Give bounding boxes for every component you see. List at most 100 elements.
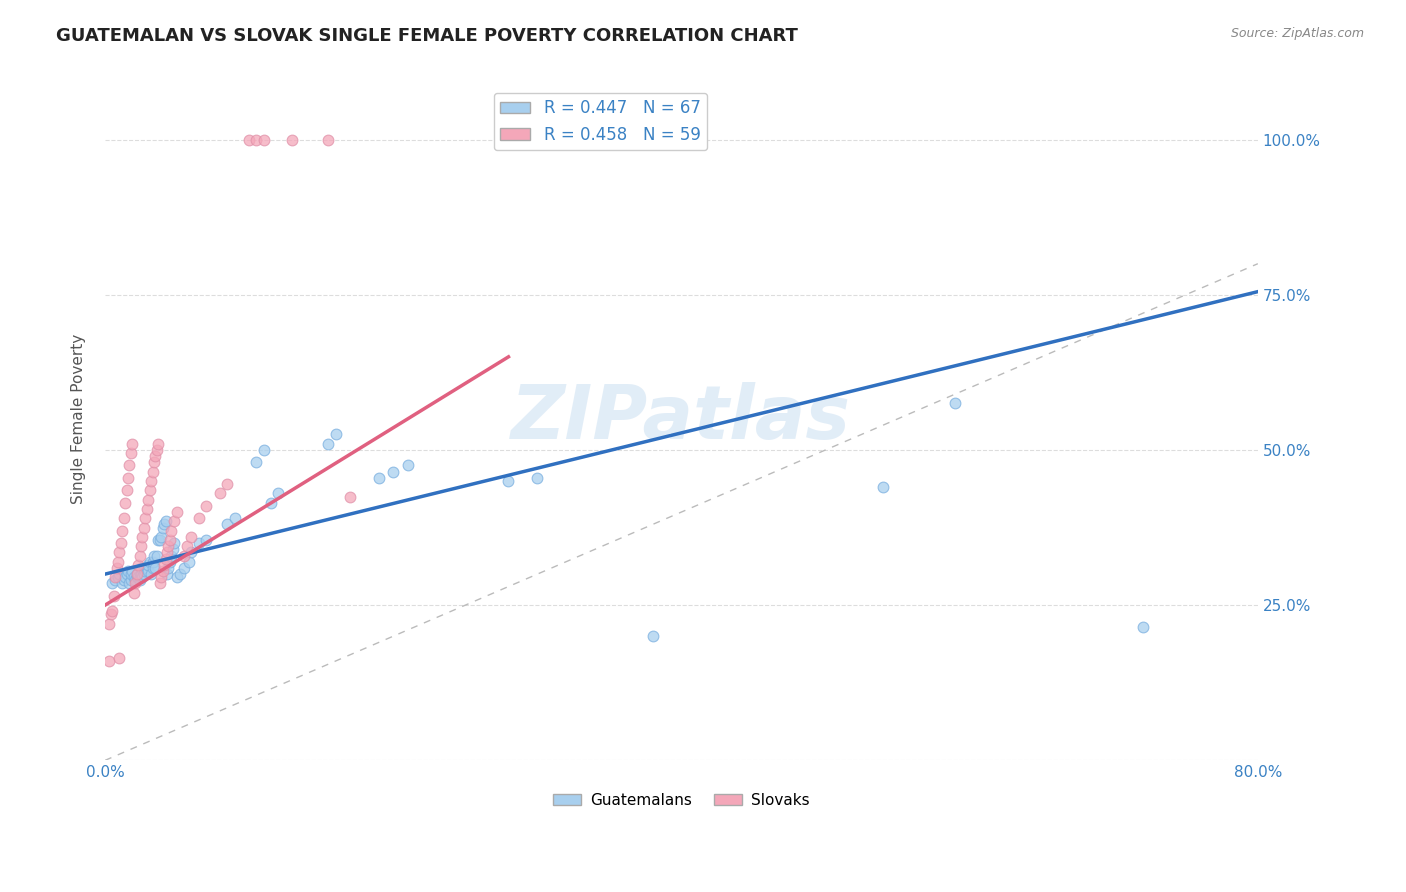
Text: GUATEMALAN VS SLOVAK SINGLE FEMALE POVERTY CORRELATION CHART: GUATEMALAN VS SLOVAK SINGLE FEMALE POVER… xyxy=(56,27,799,45)
Point xyxy=(146,549,169,563)
Point xyxy=(128,570,150,584)
Point xyxy=(150,530,173,544)
Point xyxy=(134,564,156,578)
Point xyxy=(159,533,181,547)
Point xyxy=(152,520,174,534)
Point xyxy=(194,533,217,547)
Point xyxy=(121,564,143,578)
Point xyxy=(108,651,131,665)
Point xyxy=(160,524,183,538)
Point xyxy=(134,511,156,525)
Point xyxy=(152,564,174,578)
Point xyxy=(143,455,166,469)
Point xyxy=(194,499,217,513)
Point xyxy=(112,574,135,588)
Point xyxy=(114,496,136,510)
Point xyxy=(224,511,246,525)
Point xyxy=(136,564,159,578)
Point xyxy=(157,561,180,575)
Point xyxy=(107,555,129,569)
Point xyxy=(157,539,180,553)
Point xyxy=(101,576,124,591)
Y-axis label: Single Female Poverty: Single Female Poverty xyxy=(72,334,86,504)
Point xyxy=(115,567,138,582)
Point xyxy=(121,436,143,450)
Point xyxy=(98,654,121,668)
Point xyxy=(120,446,142,460)
Point xyxy=(180,545,202,559)
Text: ZIPatlas: ZIPatlas xyxy=(512,383,852,456)
Point xyxy=(120,574,142,588)
Point xyxy=(169,567,191,582)
Point xyxy=(149,576,172,591)
Point xyxy=(111,524,134,538)
Point xyxy=(117,471,139,485)
Point xyxy=(145,449,167,463)
Point xyxy=(173,561,195,575)
Point xyxy=(141,465,163,479)
Point xyxy=(146,442,169,457)
Point xyxy=(129,567,152,582)
Point xyxy=(267,486,290,500)
Point xyxy=(138,555,160,569)
Point xyxy=(318,436,340,450)
Point xyxy=(132,520,155,534)
Point xyxy=(125,567,148,582)
Point xyxy=(127,570,149,584)
Point xyxy=(156,567,179,582)
Point xyxy=(166,570,188,584)
Point xyxy=(101,604,124,618)
Point xyxy=(155,551,177,566)
Point xyxy=(260,496,283,510)
Point xyxy=(139,474,162,488)
Point xyxy=(128,549,150,563)
Point xyxy=(115,483,138,498)
Point xyxy=(153,558,176,572)
Point xyxy=(145,561,167,575)
Point xyxy=(122,586,145,600)
Point xyxy=(150,570,173,584)
Point xyxy=(141,555,163,569)
Point xyxy=(159,555,181,569)
Point xyxy=(162,542,184,557)
Point xyxy=(131,530,153,544)
Point xyxy=(252,132,274,146)
Point xyxy=(177,555,200,569)
Point xyxy=(128,574,150,588)
Point xyxy=(129,539,152,553)
Point xyxy=(136,492,159,507)
Point xyxy=(111,576,134,591)
Point xyxy=(943,396,966,410)
Point xyxy=(641,629,664,643)
Point xyxy=(122,570,145,584)
Point xyxy=(217,477,239,491)
Point xyxy=(136,558,159,572)
Point xyxy=(148,533,170,547)
Point xyxy=(498,474,520,488)
Point xyxy=(120,567,142,582)
Point xyxy=(872,480,894,494)
Point xyxy=(153,517,176,532)
Point xyxy=(98,616,121,631)
Point xyxy=(325,427,347,442)
Point xyxy=(108,545,131,559)
Point xyxy=(187,536,209,550)
Point xyxy=(526,471,548,485)
Point xyxy=(156,545,179,559)
Point xyxy=(139,567,162,582)
Point xyxy=(112,511,135,525)
Legend: Guatemalans, Slovaks: Guatemalans, Slovaks xyxy=(547,787,815,814)
Point xyxy=(118,458,141,473)
Point xyxy=(103,589,125,603)
Point xyxy=(173,549,195,563)
Point xyxy=(124,576,146,591)
Point xyxy=(132,567,155,582)
Point xyxy=(117,564,139,578)
Point xyxy=(339,490,361,504)
Point xyxy=(1132,620,1154,634)
Point xyxy=(104,570,127,584)
Point xyxy=(281,132,304,146)
Point xyxy=(124,574,146,588)
Point xyxy=(252,442,274,457)
Point xyxy=(148,436,170,450)
